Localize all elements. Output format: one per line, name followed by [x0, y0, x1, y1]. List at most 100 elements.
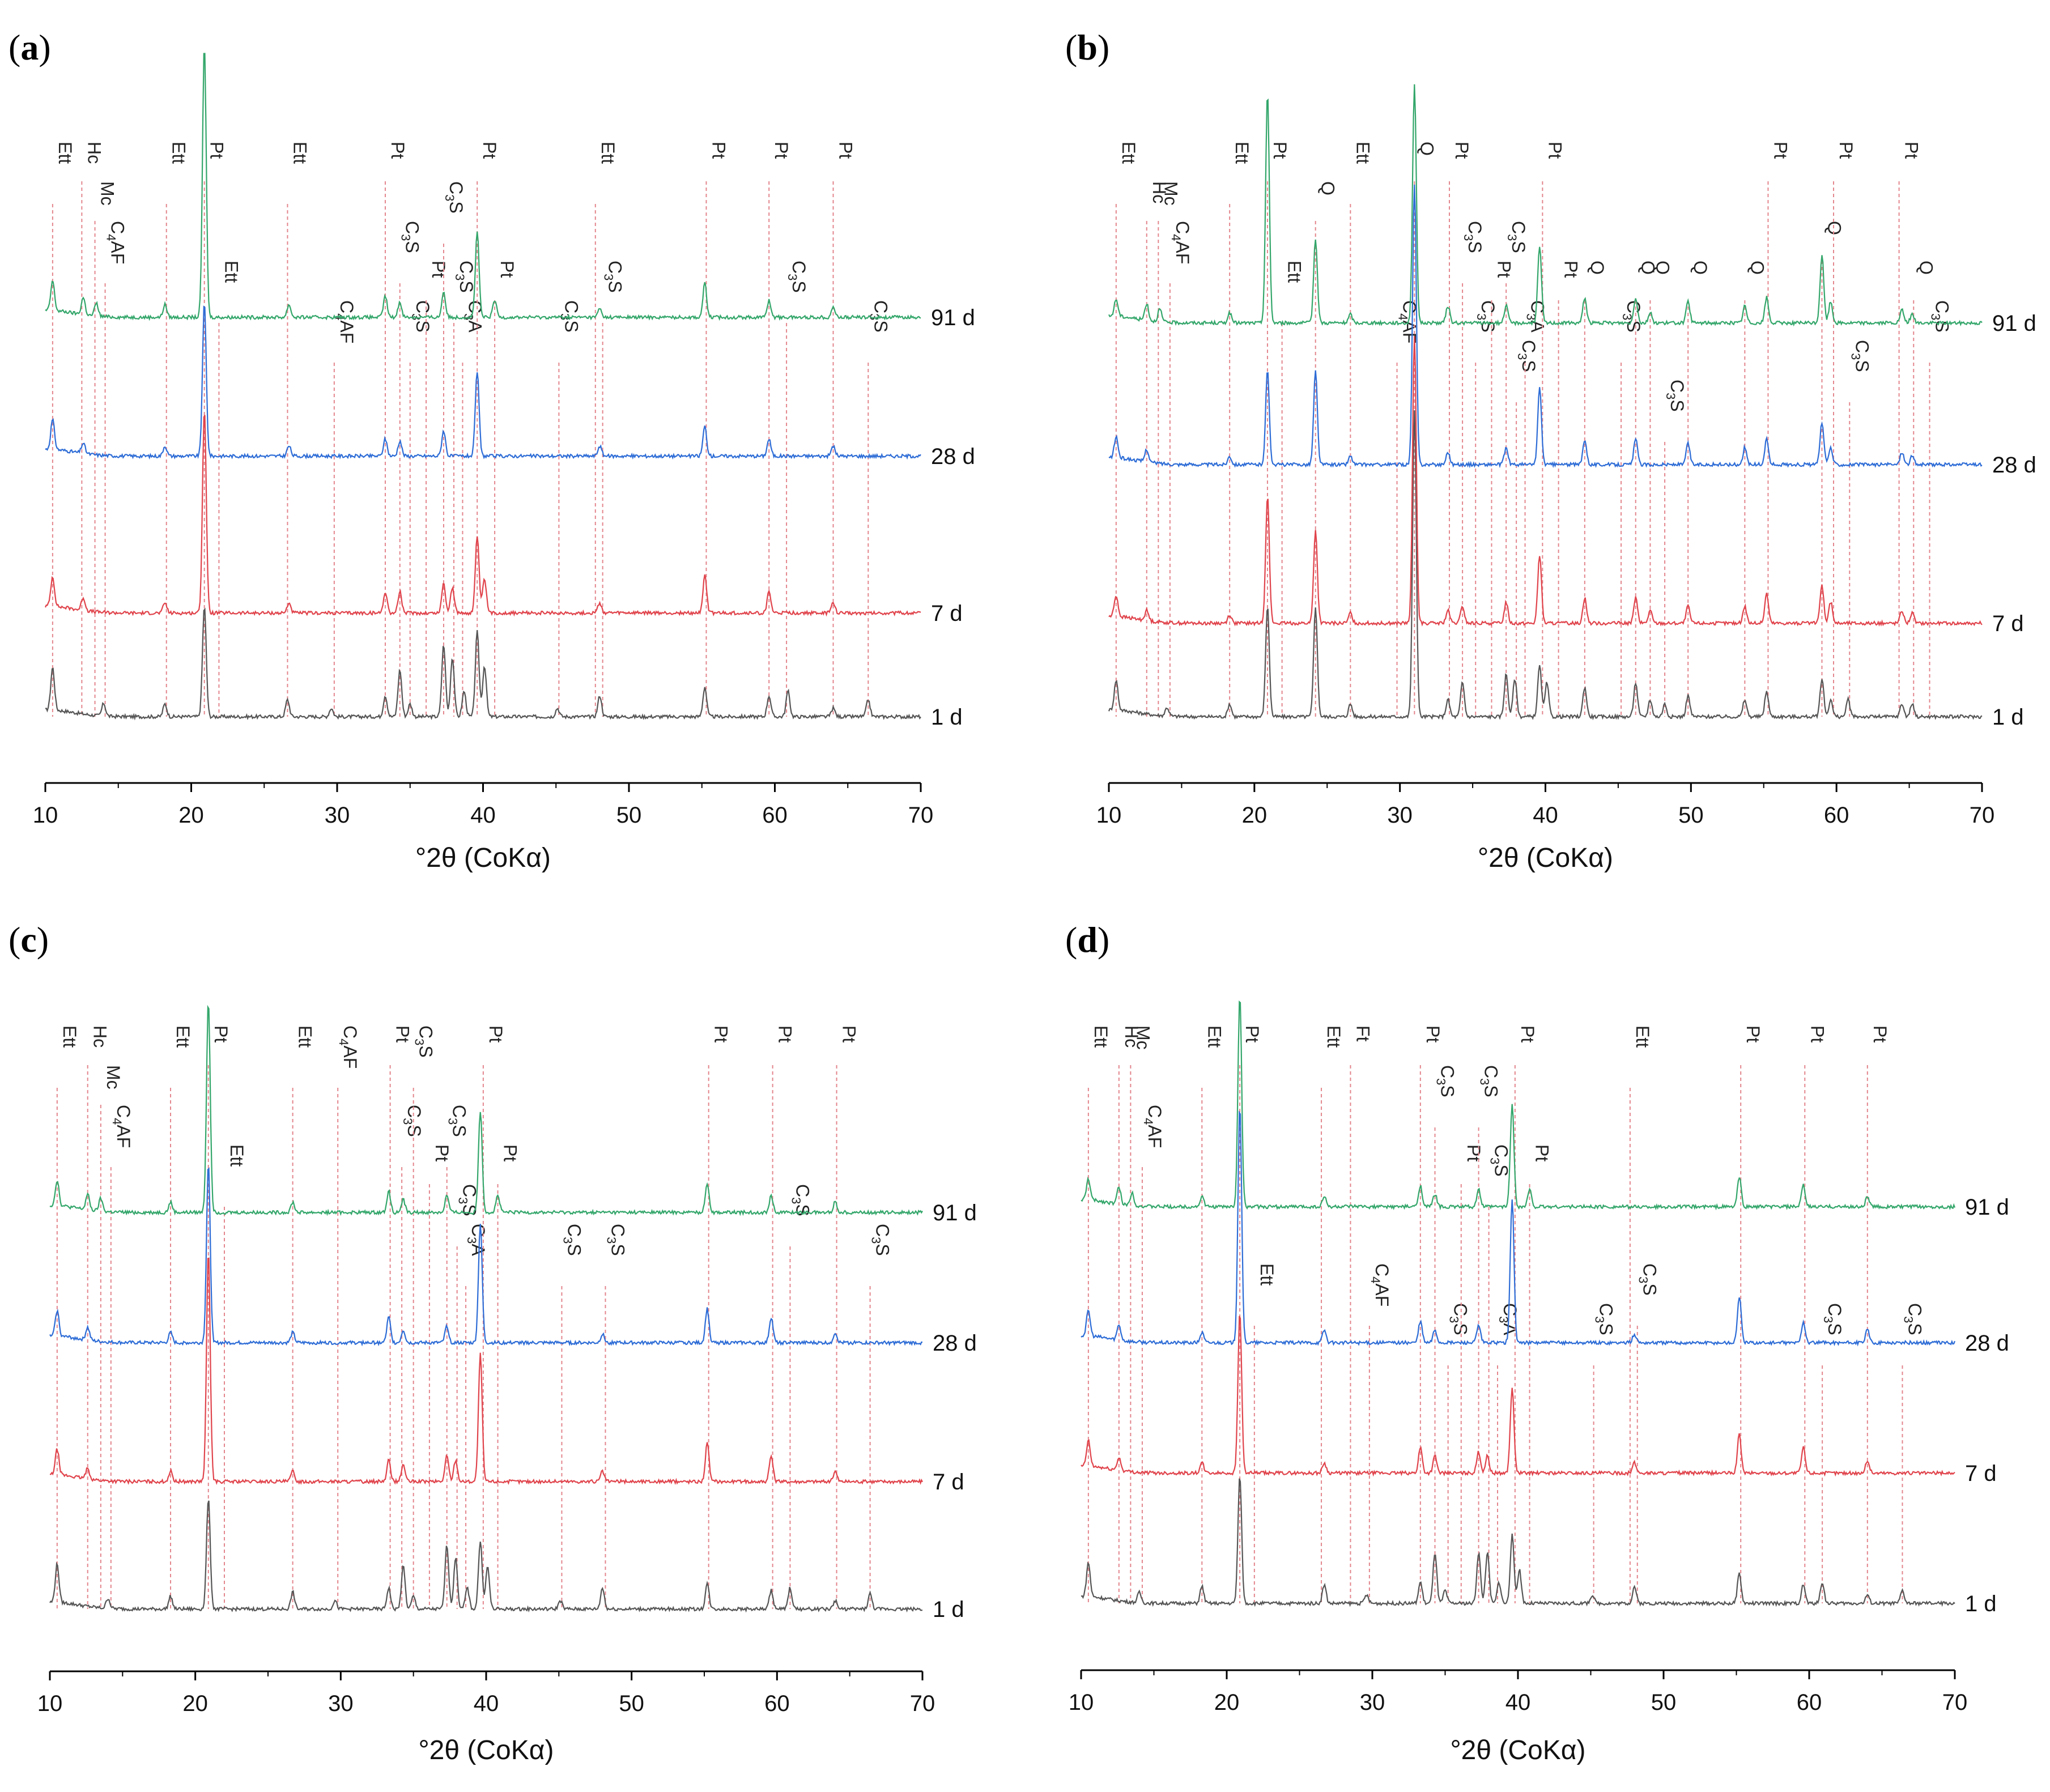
phase-marker-label: Pt — [1452, 142, 1472, 159]
phase-marker-label: Ett — [1257, 1263, 1277, 1286]
phase-marker-label: Pt — [839, 1025, 860, 1042]
x-tick-label: 70 — [1942, 1690, 1968, 1715]
phase-marker-label: Ett — [1324, 1025, 1344, 1048]
phase-marker-label: Pt — [1743, 1025, 1763, 1042]
phase-marker-label: Q — [1587, 261, 1607, 275]
xrd-series-line — [1081, 1478, 1955, 1607]
xrd-series-line — [1108, 335, 1983, 627]
series-label: 1 d — [1965, 1591, 1997, 1616]
phase-marker-label: Hc — [1121, 1025, 1142, 1048]
phase-marker-label: Ett — [1118, 142, 1139, 164]
phase-marker-label: Pt — [1270, 142, 1290, 159]
phase-marker-label: C4AF — [1396, 300, 1420, 343]
phase-marker-label: Pt — [393, 1025, 413, 1042]
panel-a: (a) 10 20 30 40 50 60 70 °2θ (CoKα) Ett Hc Mc C4AF Et… — [8, 27, 975, 873]
phase-marker-label: C3S — [412, 1025, 436, 1058]
panel-label: (d) — [1065, 920, 1109, 960]
phase-marker-label: C3S — [869, 1224, 893, 1256]
phase-marker-label: Ett — [1204, 1025, 1224, 1048]
phase-marker-label: Ett — [173, 1025, 193, 1048]
phase-marker-label: C4AF — [104, 221, 128, 264]
phase-marker-label: C3A — [1524, 300, 1548, 333]
x-tick-label: 60 — [764, 1691, 790, 1716]
phase-marker-label: Pt — [1494, 261, 1514, 278]
phase-marker-label: C4AF — [337, 1025, 360, 1069]
x-tick-label: 50 — [1678, 803, 1704, 828]
x-tick-label: 50 — [619, 1691, 644, 1716]
phase-marker-label: Pt — [1770, 142, 1790, 159]
xrd-series-line — [1108, 410, 1983, 721]
phase-marker-label: C3A — [465, 1224, 488, 1256]
series-label: 7 d — [1992, 611, 2024, 636]
phase-marker-label: C4AF — [1141, 1105, 1165, 1148]
xrd-series-line — [1081, 1000, 1956, 1211]
x-tick-label: 40 — [474, 1691, 499, 1716]
x-tick-label: 30 — [328, 1691, 354, 1716]
xrd-series-line — [45, 305, 921, 460]
phase-marker-label: C3S — [560, 1224, 584, 1256]
phase-marker-label: Ett — [221, 261, 241, 283]
phase-marker-label: Hc — [90, 1025, 110, 1048]
series-label: 91 d — [1992, 311, 2036, 336]
phase-marker-label: Q — [1318, 181, 1338, 195]
phase-marker-label: Ett — [59, 1025, 80, 1048]
phase-marker-label: C3S — [1929, 300, 1953, 333]
phase-marker-label: Hc — [1149, 181, 1169, 203]
phase-marker-label: Pt — [211, 1025, 231, 1042]
series-label: 28 d — [1965, 1331, 2009, 1356]
phase-marker-label: Q — [1824, 221, 1844, 235]
xrd-series-line — [49, 1257, 923, 1485]
x-tick-label: 10 — [1069, 1690, 1094, 1715]
x-tick-label: 70 — [908, 803, 934, 828]
phase-marker-label: C3S — [1664, 380, 1687, 412]
series-label: 7 d — [933, 1470, 964, 1495]
x-tick-label: 30 — [325, 803, 350, 828]
panel-c: (c) 10 20 30 40 50 60 70 °2θ (CoKα) Ett Hc Mc C4AF Et… — [8, 920, 977, 1765]
x-tick-label: 20 — [178, 803, 204, 828]
series-label: 91 d — [931, 305, 975, 330]
phase-marker-label: C3S — [602, 261, 626, 293]
x-tick-label: 60 — [1797, 1690, 1822, 1715]
x-tick-label: 60 — [762, 803, 788, 828]
phase-marker-label: Ett — [598, 142, 618, 164]
x-tick-label: 50 — [1651, 1690, 1677, 1715]
phase-marker-label: Q — [1690, 261, 1711, 275]
phase-marker-label: C3S — [1474, 300, 1498, 333]
phase-marker-label: Pt — [836, 142, 856, 159]
phase-marker-label: Hc — [84, 142, 104, 164]
phase-marker-label: Ett — [227, 1144, 247, 1167]
phase-marker-label: Q — [1638, 261, 1658, 275]
phase-marker-label: C3S — [1447, 1303, 1471, 1335]
phase-marker-label: Pt — [1517, 1025, 1538, 1042]
phase-marker-label: Q — [1747, 261, 1767, 275]
phase-marker-label: Ett — [1285, 261, 1305, 283]
x-tick-label: 10 — [37, 1691, 63, 1716]
phase-marker-label: Pt — [1836, 142, 1856, 159]
phase-marker-label: C4AF — [333, 300, 357, 343]
phase-marker-label: C3S — [1901, 1303, 1925, 1335]
phase-marker-label: C3S — [1461, 221, 1485, 253]
phase-marker-label: C3S — [1515, 340, 1539, 372]
phase-marker-label: C4AF — [1368, 1263, 1392, 1306]
phase-marker-label: Ett — [290, 142, 310, 164]
phase-marker-label: Pt — [1464, 1144, 1484, 1161]
xrd-series-line — [45, 53, 921, 321]
phase-marker-label: Pt — [1532, 1144, 1553, 1161]
phase-marker-label: Pt — [497, 261, 517, 278]
x-axis-label: °2θ (CoKα) — [418, 1735, 554, 1765]
phase-marker-label: Pt — [1902, 142, 1922, 159]
phase-marker-label: Ett — [1353, 142, 1373, 164]
phase-marker-label: Pt — [1423, 1025, 1443, 1042]
phase-marker-label: Pt — [432, 1144, 452, 1161]
phase-marker-label: Ett — [55, 142, 75, 164]
x-tick-label: 50 — [616, 803, 642, 828]
phase-marker-label: Pt — [1807, 1025, 1827, 1042]
phase-marker-label: Ft — [1353, 1025, 1373, 1042]
panel-label: (a) — [8, 27, 51, 67]
xrd-series-line — [49, 1167, 923, 1347]
x-tick-label: 10 — [1096, 803, 1122, 828]
phase-marker-label: Q — [1417, 142, 1437, 156]
xrd-series-line — [1081, 1316, 1955, 1477]
